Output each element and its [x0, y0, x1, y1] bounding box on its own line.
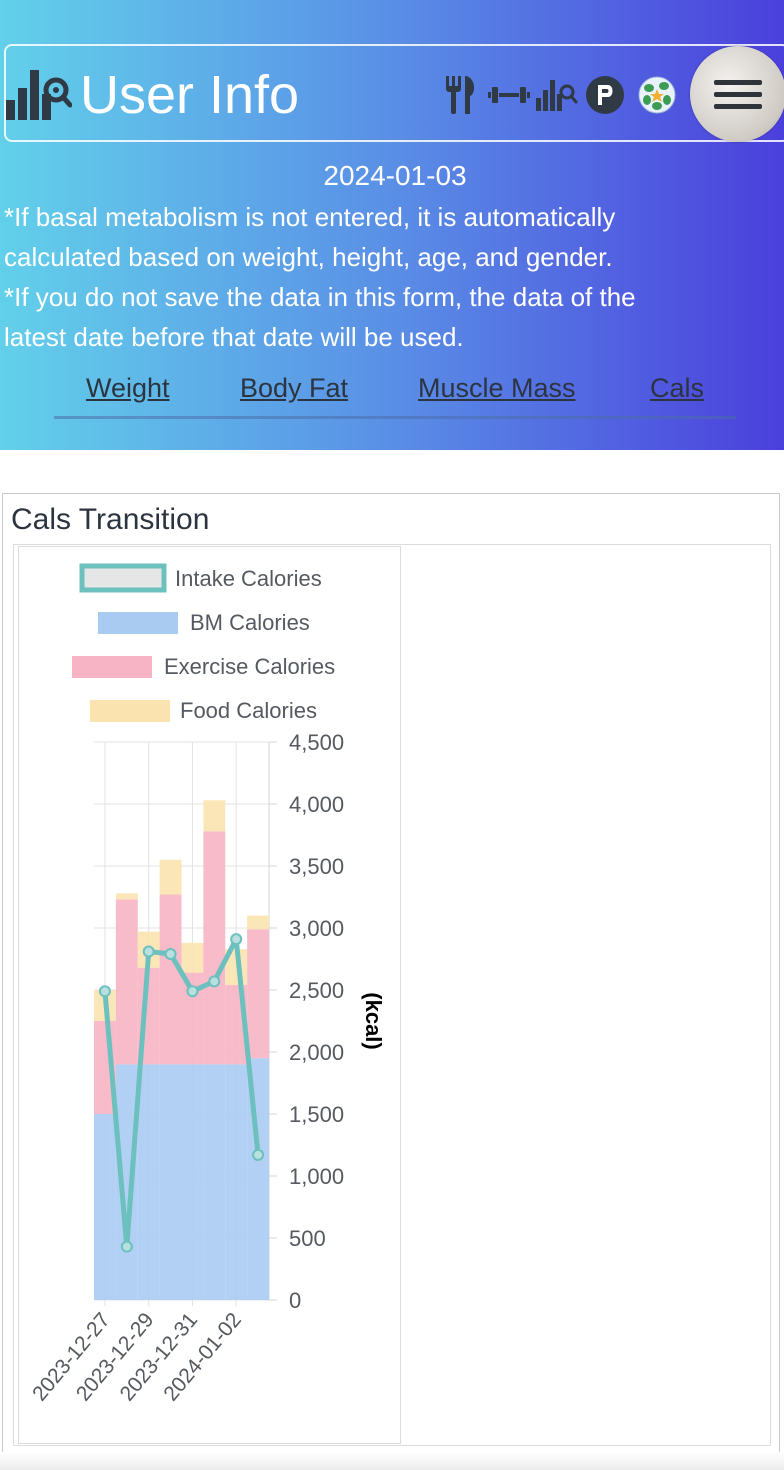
y-axis-title: (kcal)	[361, 992, 386, 1049]
legend-bm-swatch	[98, 612, 178, 634]
bar-food-calories	[203, 800, 226, 832]
y-tick-label: 500	[289, 1226, 326, 1251]
y-tick-label: 2,000	[289, 1040, 344, 1065]
bar-exercise-calories	[115, 899, 138, 1065]
bar-food-calories	[159, 859, 182, 895]
y-tick-label: 0	[289, 1288, 301, 1313]
chart-card-title: Cals Transition	[11, 503, 210, 536]
bar-food-calories	[181, 942, 204, 973]
stats-search-icon[interactable]	[6, 66, 72, 122]
tab-body-fat[interactable]: Body Fat	[240, 373, 349, 403]
stats-icon[interactable]	[536, 78, 578, 112]
bar-bm-calories	[181, 1064, 204, 1300]
current-date: 2024-01-03	[323, 160, 467, 191]
legend-intake-label: Intake Calories	[175, 566, 322, 591]
point-intake-calories	[186, 985, 199, 998]
bar-bm-calories	[225, 1064, 248, 1300]
y-tick-label: 1,000	[289, 1164, 344, 1189]
dumbbell-icon[interactable]	[488, 84, 530, 106]
y-tick-label: 4,000	[289, 792, 344, 817]
note-save-line1: *If you do not save the data in this for…	[4, 282, 636, 312]
navbar	[4, 44, 784, 142]
point-intake-calories	[208, 975, 221, 988]
bar-bm-calories	[137, 1064, 160, 1300]
tab-cals[interactable]: Cals	[650, 373, 705, 403]
tab-underline	[54, 416, 736, 419]
tab-weight[interactable]: Weight	[86, 373, 170, 403]
bar-bm-calories	[159, 1064, 182, 1300]
legend-intake-swatch	[79, 563, 167, 593]
bar-exercise-calories	[247, 929, 269, 1059]
menu-button[interactable]	[690, 46, 784, 142]
header-banner	[0, 0, 784, 450]
bar-bm-calories	[115, 1064, 138, 1300]
bar-exercise-calories	[159, 894, 182, 1065]
legend-bm-label: BM Calories	[190, 610, 310, 635]
line-intake-calories	[102, 936, 261, 1250]
point-intake-calories	[252, 1148, 265, 1161]
legend-food-swatch	[90, 700, 170, 722]
point-intake-calories	[164, 948, 177, 961]
tab-muscle-mass[interactable]: Muscle Mass	[418, 373, 576, 403]
tab-bar: Weight Body Fat Muscle Mass Cals	[0, 368, 784, 408]
note-basal-line1: *If basal metabolism is not entered, it …	[4, 202, 616, 232]
note-save-line2: latest date before that date will be use…	[4, 322, 464, 352]
point-intake-calories	[142, 945, 155, 958]
fork-knife-icon[interactable]	[444, 76, 478, 114]
bar-bm-calories	[94, 1114, 116, 1300]
note-basal-line2: calculated based on weight, height, age,…	[4, 242, 613, 272]
chart-canvas-frame	[18, 546, 401, 1444]
legend-exercise-label: Exercise Calories	[164, 654, 335, 679]
chart-container	[13, 544, 771, 1446]
point-intake-calories	[98, 985, 111, 998]
y-tick-label: 1,500	[289, 1102, 344, 1127]
parking-icon[interactable]	[585, 75, 625, 115]
bar-exercise-calories	[181, 972, 204, 1065]
bar-food-calories	[115, 893, 138, 900]
point-intake-calories	[230, 933, 243, 946]
y-tick-label: 3,000	[289, 916, 344, 941]
menu-icon	[714, 80, 762, 85]
y-tick-label: 3,500	[289, 854, 344, 879]
bar-food-calories	[247, 915, 269, 930]
point-intake-calories	[120, 1240, 133, 1253]
y-tick-label: 2,500	[289, 978, 344, 1003]
legend-food-label: Food Calories	[180, 698, 317, 723]
y-tick-label: 4,500	[289, 730, 344, 755]
page-bottom-edge	[0, 1452, 784, 1470]
bar-exercise-calories	[203, 831, 226, 1065]
bar-bm-calories	[203, 1064, 226, 1300]
legend-exercise-swatch	[72, 656, 152, 678]
page-title: User Info	[80, 65, 300, 125]
avatar-icon[interactable]	[638, 76, 676, 114]
